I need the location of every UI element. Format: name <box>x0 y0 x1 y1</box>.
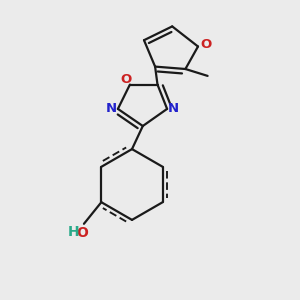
Text: O: O <box>76 226 88 240</box>
Text: N: N <box>106 102 117 115</box>
Text: H: H <box>67 225 79 239</box>
Text: O: O <box>201 38 212 52</box>
Text: N: N <box>168 102 179 115</box>
Text: O: O <box>121 73 132 86</box>
